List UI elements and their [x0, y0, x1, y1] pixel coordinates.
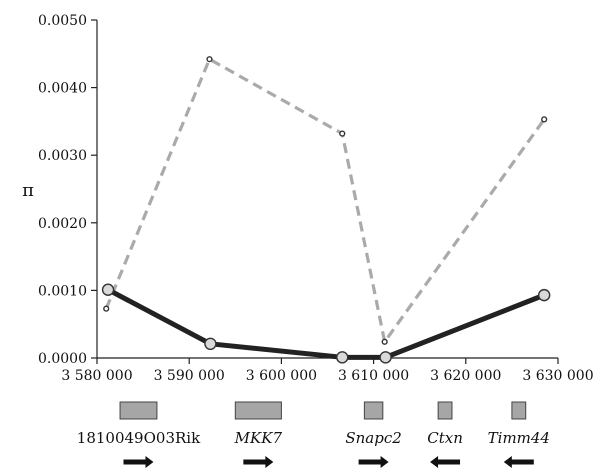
gene-label: Ctxn: [427, 429, 463, 447]
x-tick-label: 3 600 000: [246, 368, 317, 384]
arrow-left-icon: [430, 456, 461, 468]
series-line-dashed: [104, 57, 546, 344]
data-point-dashed: [381, 338, 388, 345]
data-point-solid: [336, 351, 349, 364]
gene-label: Timm44: [488, 429, 550, 447]
axes: [96, 20, 558, 359]
series-line-solid: [106, 287, 546, 360]
data-point-dashed: [339, 130, 346, 137]
data-point-dashed: [206, 56, 213, 63]
arrow-right-icon: [123, 456, 154, 468]
y-tick-label: 0.0040: [38, 81, 87, 97]
arrow-right-icon: [243, 456, 274, 468]
y-tick-label: 0.0050: [38, 13, 87, 29]
data-point-solid: [204, 337, 217, 351]
gene-label: MKK7: [234, 429, 283, 447]
gene-box: [511, 401, 527, 420]
gene-box: [437, 401, 453, 420]
x-tick-label: 3 630 000: [522, 368, 593, 384]
data-point-solid: [101, 283, 115, 296]
y-tick-label: 0.0020: [38, 216, 87, 232]
series-layer: [101, 56, 551, 364]
x-ticks: 3 580 000 3 590 000 3 600 000 3 610 000 3 62…: [61, 358, 594, 384]
gene-box: [234, 401, 282, 420]
x-tick-label: 3 580 000: [61, 368, 132, 384]
y-tick-label: 0.0000: [38, 351, 87, 367]
gene-box: [119, 401, 158, 420]
x-tick-label: 3 610 000: [338, 368, 409, 384]
data-point-solid: [537, 288, 551, 302]
y-axis-label: π: [22, 180, 34, 201]
gene-track: 1810049O03Rik MKK7 Snapc2 Ctxn Timm44: [77, 401, 550, 468]
arrow-left-icon: [503, 456, 534, 468]
gene-box: [363, 401, 384, 420]
y-tick-label: 0.0030: [38, 148, 87, 164]
y-ticks: 0.0000 0.0010 0.0020 0.0030 0.0040 0.0050: [38, 13, 97, 367]
y-tick-label: 0.0010: [38, 283, 87, 299]
x-tick-label: 3 590 000: [154, 368, 225, 384]
data-point-dashed: [103, 305, 110, 312]
gene-label: Snapc2: [345, 429, 401, 447]
arrow-right-icon: [358, 456, 389, 468]
x-tick-label: 3 620 000: [430, 368, 501, 384]
data-point-dashed: [541, 116, 548, 123]
data-point-solid: [379, 351, 392, 364]
gene-label: 1810049O03Rik: [77, 429, 201, 447]
